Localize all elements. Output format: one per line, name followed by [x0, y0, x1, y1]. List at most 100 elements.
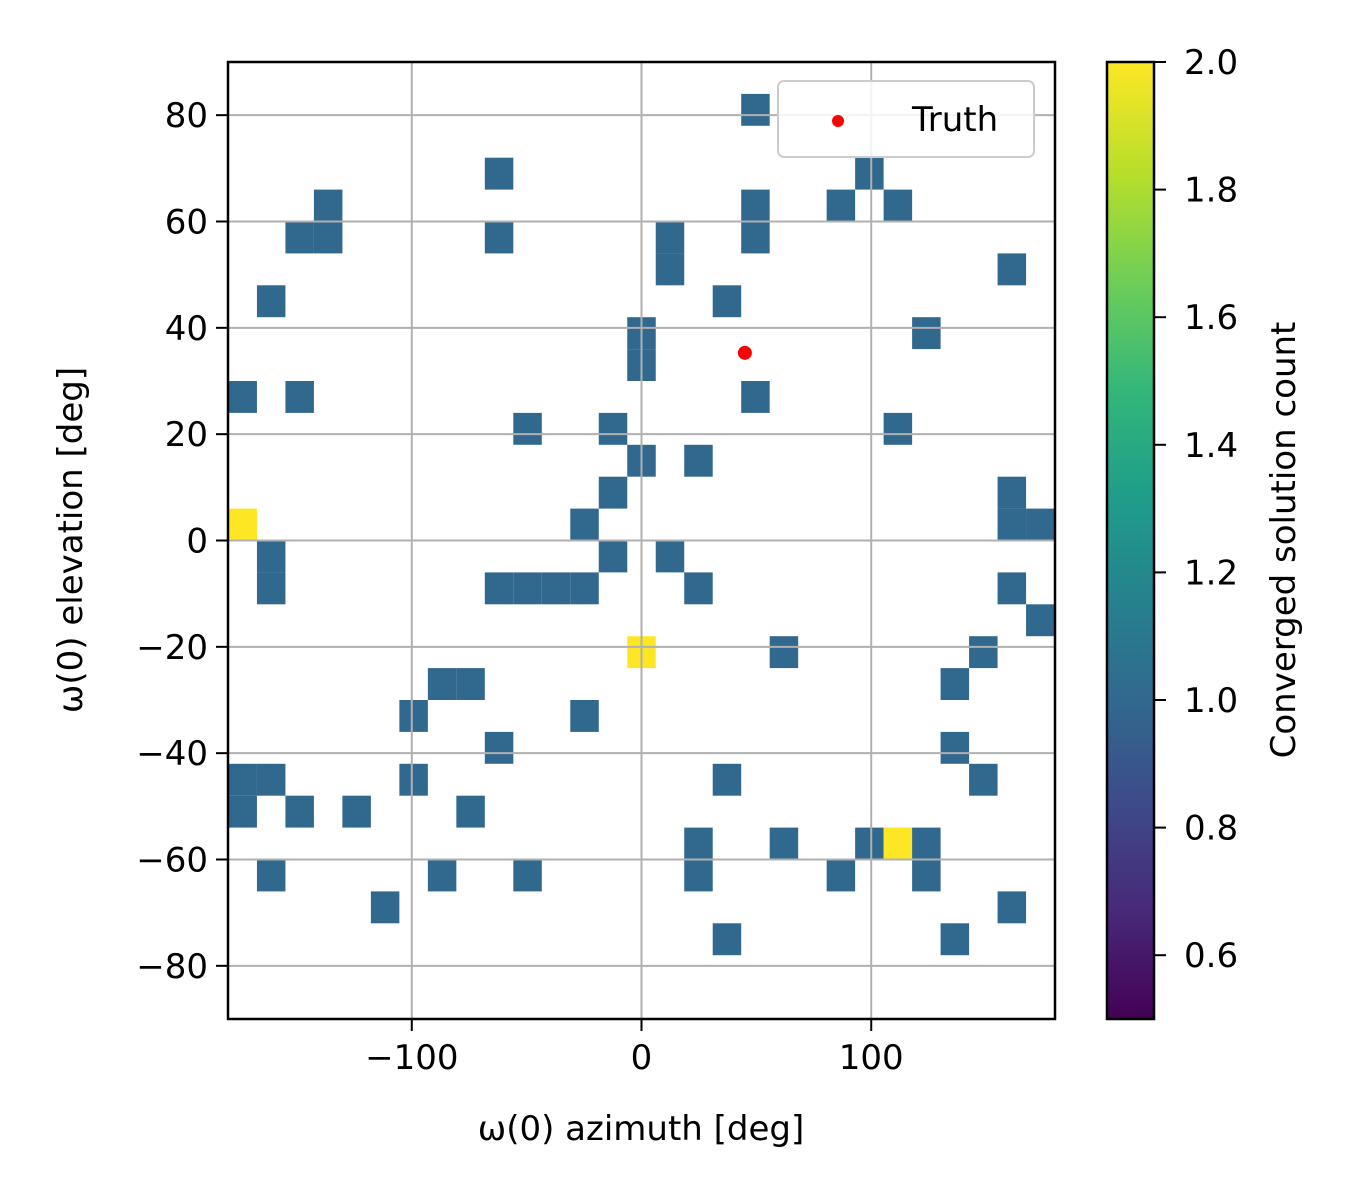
heatmap-cell	[712, 923, 742, 956]
colorbar-tick-label: 0.8	[1184, 809, 1238, 849]
heatmap-cell	[712, 285, 742, 318]
heatmap-cell	[826, 859, 856, 892]
y-tick-label: −60	[136, 841, 208, 881]
heatmap-cell	[684, 827, 713, 860]
heatmap-cell	[969, 763, 998, 796]
heatmap-cell	[541, 572, 571, 605]
truth-markers	[737, 345, 752, 360]
heatmap-cell	[912, 827, 941, 860]
heatmap-cell	[883, 189, 913, 222]
heatmap-cell	[456, 668, 485, 700]
colorbar-tick-label: 1.6	[1184, 298, 1238, 338]
heatmap-cell	[712, 763, 742, 796]
heatmap-cell	[769, 827, 799, 860]
heatmap-cell	[256, 763, 286, 796]
heatmap-cell	[655, 221, 685, 254]
colorbar-label: Converged solution count	[1264, 322, 1304, 759]
y-tick-label: 60	[165, 203, 208, 243]
heatmap-cell	[855, 827, 884, 860]
heatmap-cell	[769, 636, 799, 669]
heatmap-cell	[655, 540, 685, 573]
heatmap-cell	[228, 795, 257, 828]
heatmap-cell	[370, 891, 400, 924]
colorbar	[1105, 60, 1156, 1021]
heatmap-cell	[684, 572, 713, 605]
heatmap-cell	[256, 572, 286, 605]
heatmap-cell	[427, 859, 457, 892]
colorbar-tick-label: 1.8	[1184, 171, 1238, 211]
x-axis-label: ω(0) azimuth [deg]	[478, 1109, 805, 1149]
heatmap-cell	[399, 700, 428, 732]
heatmap-cell	[484, 572, 514, 605]
y-tick-label: 0	[186, 522, 208, 562]
heatmap-cell	[655, 253, 685, 286]
heatmap-cell	[484, 221, 514, 254]
legend: Truth	[777, 80, 1035, 158]
heatmap-cell	[741, 189, 770, 222]
heatmap-cell	[598, 412, 628, 445]
heatmap-cell	[969, 636, 998, 669]
heatmap-cell	[256, 540, 286, 573]
heatmap-cell	[598, 540, 628, 573]
heatmap-cell	[256, 859, 286, 892]
heatmap-cell	[285, 381, 314, 413]
legend-truth-label: Truth	[911, 100, 998, 140]
colorbar-tick-label: 2.0	[1184, 43, 1238, 83]
heatmap-cell	[940, 668, 970, 700]
y-tick-label: 20	[165, 415, 208, 455]
truth-point	[737, 345, 752, 360]
y-tick-label: 40	[165, 309, 208, 349]
heatmap-cell	[456, 795, 485, 828]
x-axis-ticks: −100 0 100	[365, 1019, 904, 1078]
heatmap-cell	[912, 317, 941, 350]
heatmap-cell	[912, 859, 941, 892]
heatmap-cell	[684, 859, 713, 892]
heatmap-cell	[228, 763, 257, 796]
heatmap-cell	[513, 572, 542, 605]
y-axis-ticks: 80 60 40 20 0 −20 −40 −60 −80	[136, 96, 228, 987]
heatmap-cell	[313, 221, 343, 254]
heatmap-cell	[1026, 604, 1055, 637]
x-tick-label: 100	[839, 1038, 904, 1078]
legend-box	[777, 80, 1035, 158]
heatmap-cell	[940, 731, 970, 764]
colorbar-ticks: 2.0 1.8 1.6 1.4 1.2 1.0 0.8 0.6	[1154, 43, 1238, 976]
heatmap-cell	[883, 827, 913, 860]
heatmap-cell	[997, 572, 1027, 605]
colorbar-tick-label: 0.6	[1184, 936, 1238, 976]
heatmap-cell	[826, 189, 856, 222]
heatmap-cell	[285, 221, 314, 254]
y-axis-label: ω(0) elevation [deg]	[51, 367, 91, 713]
heatmap-cell	[484, 157, 514, 190]
heatmap-cell	[513, 859, 542, 892]
x-tick-label: −100	[365, 1038, 458, 1078]
legend-truth-marker	[832, 115, 844, 127]
heatmap-cell	[570, 508, 599, 541]
heatmap-cell	[598, 476, 628, 509]
heatmap-cell	[997, 253, 1027, 286]
y-tick-label: −80	[136, 947, 208, 987]
heatmap-cell	[285, 795, 314, 828]
heatmap-cell	[228, 508, 257, 541]
y-tick-label: −40	[136, 734, 208, 774]
heatmap-cell	[427, 668, 457, 700]
y-tick-label: 80	[165, 96, 208, 136]
heatmap-cell	[741, 221, 770, 254]
heatmap-cell	[997, 476, 1027, 509]
heatmap-cell	[313, 189, 343, 222]
heatmap-cell	[741, 381, 770, 413]
heatmap-cell	[997, 891, 1027, 924]
colorbar-tick-label: 1.2	[1184, 553, 1238, 593]
heatmap-cell	[855, 157, 884, 190]
colorbar-tick-label: 1.0	[1184, 681, 1238, 721]
heatmap-cell	[342, 795, 371, 828]
x-tick-label: 0	[631, 1038, 653, 1078]
heatmap-cell	[940, 923, 970, 956]
heatmap-cells	[228, 93, 1055, 956]
heatmap-cell	[741, 93, 770, 126]
heatmap-cell	[684, 444, 713, 477]
heatmap-cell	[997, 508, 1027, 541]
heatmap-cell	[399, 763, 428, 796]
heatmap-cell	[256, 285, 286, 318]
